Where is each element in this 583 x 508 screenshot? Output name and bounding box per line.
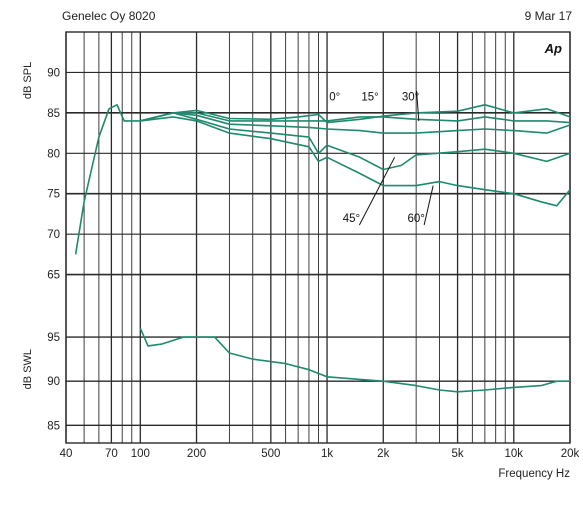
x-tick-label: 1k xyxy=(321,448,333,460)
x-tick-label: 20k xyxy=(561,448,580,460)
spl-tick-label: 85 xyxy=(47,108,60,120)
ap-logo: Ap xyxy=(544,41,562,56)
angle-leader-line xyxy=(416,90,420,121)
chart-header-date: 9 Mar 17 xyxy=(525,9,573,23)
swl-axis-label: dB SWL xyxy=(22,349,34,389)
x-tick-label: 70 xyxy=(105,448,118,460)
x-tick-label: 500 xyxy=(261,448,280,460)
x-axis-label: Frequency Hz xyxy=(498,468,570,480)
grid xyxy=(65,32,571,443)
spl-tick-label: 75 xyxy=(47,189,60,201)
angle-label: 45° xyxy=(343,213,360,225)
x-tick-label: 5k xyxy=(451,448,463,460)
spl-curve-45deg xyxy=(140,112,571,171)
spl-axis-label: dB SPL xyxy=(22,62,34,99)
axes: 90 85 80 75 70 65 95 90 85 40 70 100 200 500 1k 2k 5k 10k… xyxy=(22,62,580,480)
spl-curve-0deg xyxy=(74,104,571,255)
plot-border xyxy=(65,31,571,444)
spl-tick-label: 80 xyxy=(47,148,60,160)
swl-tick-label: 90 xyxy=(47,376,60,388)
spl-curve-60deg xyxy=(140,116,571,207)
angle-annotations: 0° 15° 30° 45° 60° xyxy=(329,90,434,226)
x-tick-label: 10k xyxy=(505,448,524,460)
spl-curve-30deg xyxy=(140,112,571,134)
angle-label: 60° xyxy=(407,213,424,225)
angle-leader-line xyxy=(423,185,434,226)
swl-tick-label: 85 xyxy=(47,420,60,432)
chart-header-title: Genelec Oy 8020 xyxy=(62,9,156,23)
spl-tick-label: 65 xyxy=(47,270,60,282)
spl-curve-15deg xyxy=(140,112,571,124)
angle-label: 0° xyxy=(329,92,340,104)
angle-label: 30° xyxy=(402,92,419,104)
spl-tick-label: 90 xyxy=(47,67,60,79)
angle-leader-line xyxy=(358,157,396,226)
x-tick-label: 2k xyxy=(377,448,389,460)
x-tick-label: 100 xyxy=(131,448,150,460)
spl-tick-label: 70 xyxy=(47,229,60,241)
angle-label: 15° xyxy=(361,92,378,104)
x-tick-label: 200 xyxy=(187,448,206,460)
curves xyxy=(74,104,571,393)
swl-tick-label: 95 xyxy=(47,332,60,344)
plot-area xyxy=(65,31,571,444)
x-tick-label: 40 xyxy=(60,448,73,460)
swl-curve xyxy=(139,327,570,393)
